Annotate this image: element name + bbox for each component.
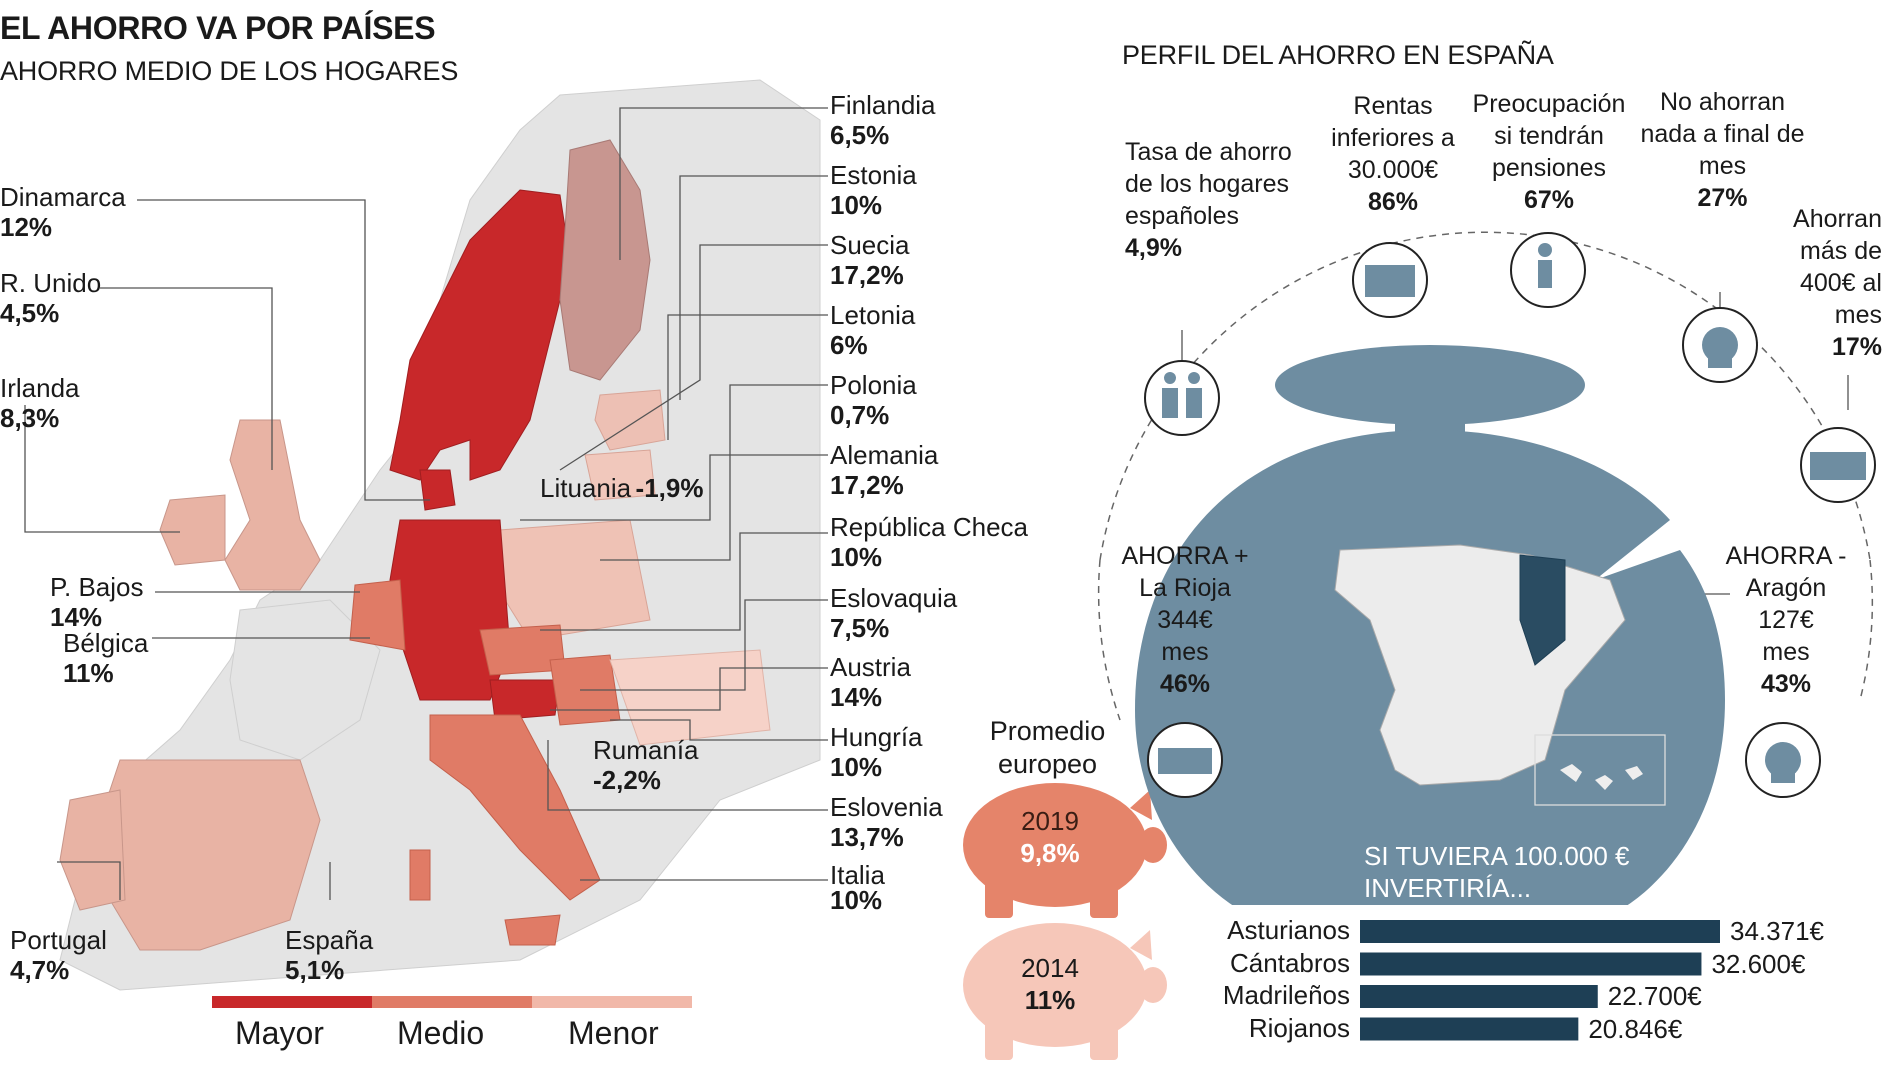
ahorra-mas: AHORRA + La Rioja 344€ mes 46% <box>1121 542 1249 698</box>
label-belgica: Bélgica 11% <box>63 628 149 688</box>
perfil-tasa: Tasa de ahorro de los hogares españoles 4… <box>1125 138 1292 262</box>
promedio-label: Promedio europeo <box>989 716 1106 779</box>
promedio-2014: 2014 11% <box>1021 953 1079 1015</box>
label-letonia: Letonia 6% <box>830 300 916 360</box>
label-portugal: Portugal 4,7% <box>10 925 107 985</box>
bar-category-label: Asturianos <box>1227 915 1350 945</box>
page-title: EL AHORRO VA POR PAÍSES <box>0 10 436 46</box>
bar-asturianos <box>1360 920 1720 943</box>
label-suecia: Suecia 17,2% <box>830 230 910 290</box>
label-polonia: Polonia 0,7% <box>830 370 917 430</box>
legend-swatch-menor <box>532 996 692 1008</box>
label-republica-checa: República Checa 10% <box>830 512 1029 572</box>
label-eslovaquia: Eslovaquia 7,5% <box>830 583 958 643</box>
legend-label-menor: Menor <box>568 1015 659 1051</box>
ahorra-menos: AHORRA - Aragón 127€ mes 43% <box>1725 542 1847 698</box>
label-hungria: Hungría 10% <box>830 722 923 782</box>
bar-value-label: 32.600€ <box>1711 948 1806 979</box>
bar-category-label: Cántabros <box>1230 947 1350 978</box>
label-alemania: Alemania 17,2% <box>830 440 939 500</box>
label-reino-unido: R. Unido 4,5% <box>0 268 102 328</box>
perfil-mas400: Ahorran más de 400€ al mes 17% <box>1793 205 1882 361</box>
bar-category-label: Riojanos <box>1248 1012 1350 1043</box>
label-dinamarca: Dinamarca 12% <box>0 182 126 242</box>
label-estonia: Estonia 10% <box>830 160 917 220</box>
perfil-rentas: Rentas inferiores a 30.000€ 86% <box>1331 92 1455 216</box>
bar-value-label: 34.371€ <box>1730 916 1824 946</box>
legend-label-mayor: Mayor <box>235 1015 324 1051</box>
label-irlanda: Irlanda 8,3% <box>0 373 80 433</box>
label-finlandia: Finlandia 6,5% <box>830 90 936 150</box>
page-subtitle: AHORRO MEDIO DE LOS HOGARES <box>0 56 459 86</box>
perfil-noahorran: No ahorran nada a final de mes 27% <box>1640 88 1805 212</box>
label-austria: Austria 14% <box>830 652 911 712</box>
bar-madrileños <box>1360 985 1598 1008</box>
promedio-2019: 2019 9,8% <box>1020 806 1080 868</box>
perfil-preocupacion: Preocupación si tendrán pensiones 67% <box>1472 90 1626 214</box>
label-lituania: Lituania -1,9% <box>540 473 704 503</box>
label-espana: España 5,1% <box>285 925 374 985</box>
label-eslovenia: Eslovenia 13,7% <box>830 792 943 852</box>
legend-swatch-medio <box>372 996 532 1008</box>
label-italia: Italia 10% <box>830 860 885 915</box>
bar-cántabros <box>1360 952 1702 976</box>
label-rumania: Rumanía -2,2% <box>593 735 699 795</box>
invertiria-heading: SI TUVIERA 100.000 € INVERTIRÍA... <box>1364 841 1630 903</box>
legend-swatch-mayor <box>212 996 372 1008</box>
bar-category-label: Madrileños <box>1222 980 1350 1010</box>
perfil-title: PERFIL DEL AHORRO EN ESPAÑA <box>1122 40 1554 70</box>
bar-riojanos <box>1360 1017 1579 1041</box>
bar-value-label: 22.700€ <box>1607 981 1702 1011</box>
label-paises-bajos: P. Bajos 14% <box>50 572 144 632</box>
legend-label-medio: Medio <box>397 1015 485 1051</box>
bar-value-label: 20.846€ <box>1588 1013 1683 1044</box>
